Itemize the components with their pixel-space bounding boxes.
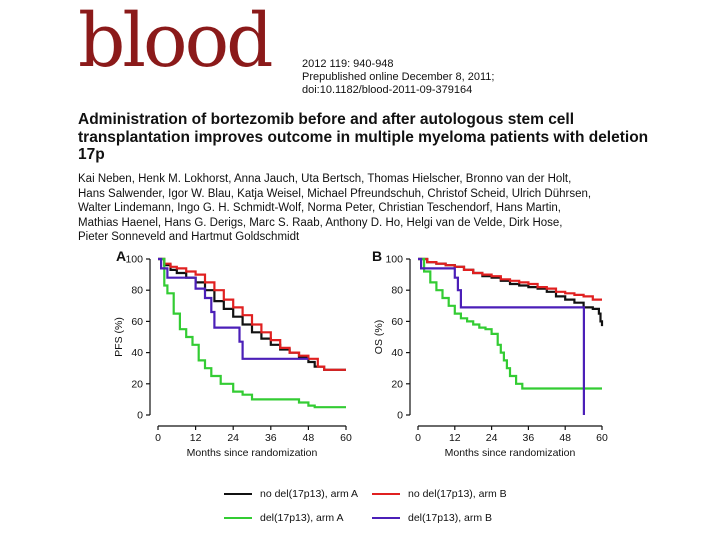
citation-line: doi:10.1182/blood-2011-09-379164	[302, 84, 473, 96]
x-axis-label: Months since randomization	[187, 447, 318, 459]
y-tick-label: 60	[391, 316, 403, 328]
y-axis-label: OS (%)	[373, 320, 385, 354]
legend-label: no del(17p13), arm A	[260, 488, 359, 500]
article-title: Administration of bortezomib before and …	[78, 111, 649, 163]
y-tick-label: 100	[125, 254, 143, 266]
author-line: Kai Neben, Henk M. Lokhorst, Anna Jauch,…	[78, 173, 572, 185]
x-tick-label: 48	[559, 432, 571, 444]
survival-curve-no-del-17p13-arm-b	[158, 257, 346, 371]
x-tick-label: 0	[155, 432, 161, 444]
y-tick-label: 60	[131, 316, 143, 328]
y-tick-label: 20	[391, 378, 403, 390]
x-tick-label: 24	[486, 432, 498, 444]
x-tick-label: 48	[303, 432, 315, 444]
y-axis-label: PFS (%)	[113, 317, 125, 357]
legend-item-del-arm-b: del(17p13), arm B	[372, 512, 492, 524]
y-tick-label: 100	[385, 254, 403, 266]
legend-item-del-arm-a: del(17p13), arm A	[224, 512, 343, 524]
x-tick-label: 24	[227, 432, 239, 444]
legend-item-no-del-arm-b: no del(17p13), arm B	[372, 488, 507, 500]
author-line: Mathias Haenel, Hans G. Derigs, Marc S. …	[78, 216, 563, 229]
survival-curve-del-17p13-arm-a	[158, 257, 346, 409]
y-tick-label: 0	[397, 410, 403, 422]
panel-label-a: A	[116, 248, 127, 264]
x-tick-label: 36	[523, 432, 535, 444]
x-tick-label: 60	[596, 432, 608, 444]
y-tick-label: 20	[131, 378, 143, 390]
y-tick-label: 80	[391, 285, 403, 297]
legend-swatch	[224, 517, 252, 519]
legend-swatch	[372, 493, 400, 495]
legend-label: no del(17p13), arm B	[408, 488, 507, 500]
y-tick-label: 80	[131, 285, 143, 297]
x-axis-label: Months since randomization	[445, 447, 576, 459]
x-tick-label: 36	[265, 432, 277, 444]
citation-line: Prepublished online December 8, 2011;	[302, 71, 495, 83]
x-tick-label: 60	[340, 432, 352, 444]
author-line: Pieter Sonneveld and Hartmut Goldschmidt	[78, 231, 300, 244]
survival-curve-del-17p13-arm-b	[418, 257, 585, 415]
survival-curve-no-del-17p13-arm-a	[158, 257, 346, 371]
citation-block: 2012 119: 940-948 Prepublished online De…	[302, 58, 494, 97]
legend-swatch	[372, 517, 400, 519]
author-list: Kai Neben, Henk M. Lokhorst, Anna Jauch,…	[78, 172, 698, 245]
legend-item-no-del-arm-a: no del(17p13), arm A	[224, 488, 358, 500]
survival-curve-del-17p13-arm-b	[158, 257, 309, 360]
y-tick-label: 0	[137, 410, 143, 422]
journal-logo: blood	[78, 0, 274, 84]
author-line: Hans Salwender, Igor W. Blau, Katja Weis…	[78, 187, 592, 200]
legend-label: del(17p13), arm A	[260, 512, 344, 524]
survival-curve-no-del-17p13-arm-b	[418, 257, 602, 301]
x-tick-label: 0	[415, 432, 421, 444]
x-tick-label: 12	[449, 432, 461, 444]
survival-curve-del-17p13-arm-a	[418, 257, 602, 390]
panel-label-b: B	[372, 248, 383, 264]
legend-swatch	[224, 493, 252, 495]
y-tick-label: 40	[131, 347, 143, 359]
author-line: Walter Lindemann, Ingo G. H. Schmidt-Wol…	[78, 202, 561, 215]
citation-line: 2012 119: 940-948	[302, 58, 394, 70]
x-tick-label: 12	[190, 432, 202, 444]
legend-label: del(17p13), arm B	[408, 512, 493, 524]
y-tick-label: 40	[391, 347, 403, 359]
